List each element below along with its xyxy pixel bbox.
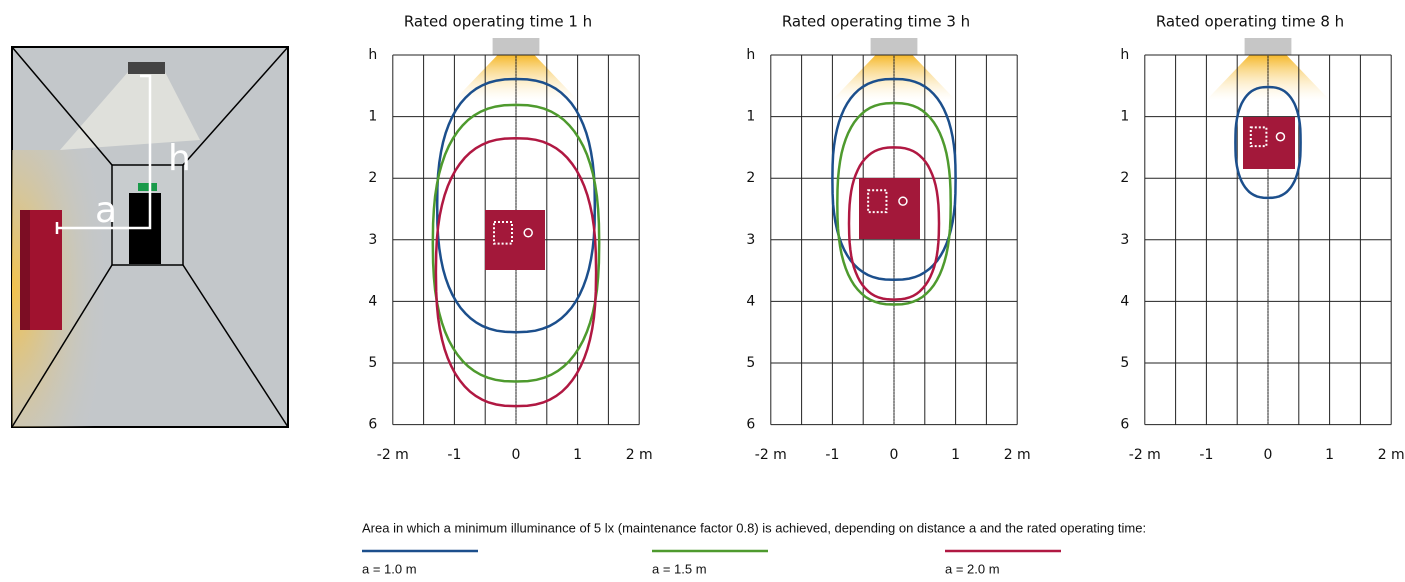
x-tick-label: 2 m xyxy=(626,447,653,463)
x-tick-label: -1 xyxy=(825,447,839,463)
y-tick-label: 5 xyxy=(368,355,377,371)
y-tick-label: 5 xyxy=(746,355,755,371)
x-tick-label: 0 xyxy=(1264,447,1273,463)
diagram-panel: Rated operating time 1 h h 1 2 3 4 5 6-2 m -1 0 1 2… xyxy=(368,13,652,464)
x-tick-label: 0 xyxy=(512,447,521,463)
x-tick-label: 1 xyxy=(573,447,582,463)
y-tick-label: 2 xyxy=(746,170,755,186)
x-tick-label: 2 m xyxy=(1004,447,1031,463)
h-label: h xyxy=(168,138,191,179)
x-tick-label: 0 xyxy=(890,447,899,463)
panel-title: Rated operating time 1 h xyxy=(404,13,592,31)
lamp xyxy=(871,38,918,55)
diagram-panel: Rated operating time 3 h h 1 2 3 4 5 6-2 m -1 0 1 2… xyxy=(746,13,1030,464)
x-tick-label: 2 m xyxy=(1378,447,1405,463)
y-tick-label: 1 xyxy=(368,109,377,125)
x-tick-label: 1 xyxy=(951,447,960,463)
y-tick-label: 2 xyxy=(368,170,377,186)
y-tick-label: 6 xyxy=(368,417,377,433)
hose-reel-sign xyxy=(859,178,920,239)
panel-title: Rated operating time 3 h xyxy=(782,13,970,31)
y-tick-label: 3 xyxy=(368,232,377,248)
diagram-panel: Rated operating time 8 h h 1 2 3 4 5 6-2 m -1 0 1 2… xyxy=(1120,13,1404,464)
y-tick-label: 4 xyxy=(1120,293,1129,309)
y-tick-label: h xyxy=(1120,47,1129,63)
y-tick-label: 1 xyxy=(746,109,755,125)
y-tick-label: 1 xyxy=(1120,109,1129,125)
y-tick-label: 3 xyxy=(746,232,755,248)
a-label: a xyxy=(95,190,117,231)
lamp xyxy=(1245,38,1292,55)
y-tick-label: h xyxy=(746,47,755,63)
y-tick-label: h xyxy=(368,47,377,63)
x-tick-label: -1 xyxy=(1199,447,1213,463)
x-tick-label: -2 m xyxy=(1129,447,1161,463)
y-tick-label: 4 xyxy=(368,293,377,309)
y-tick-label: 6 xyxy=(1120,417,1129,433)
x-tick-label: -2 m xyxy=(755,447,787,463)
legend-label: a = 1.5 m xyxy=(652,561,707,576)
y-tick-label: 3 xyxy=(1120,232,1129,248)
corridor-illustration: h a xyxy=(12,47,288,427)
y-tick-label: 2 xyxy=(1120,170,1129,186)
legend-caption: Area in which a minimum illuminance of 5… xyxy=(362,520,1146,535)
x-tick-label: 1 xyxy=(1325,447,1334,463)
y-tick-label: 6 xyxy=(746,417,755,433)
legend-label: a = 2.0 m xyxy=(945,561,1000,576)
panel-title: Rated operating time 8 h xyxy=(1156,13,1344,31)
x-tick-label: -2 m xyxy=(377,447,409,463)
lamp xyxy=(493,38,540,55)
legend-label: a = 1.0 m xyxy=(362,561,417,576)
page: h a Rated operating time 1 hh123456-2 m-… xyxy=(0,0,1405,578)
y-tick-label: 5 xyxy=(1120,355,1129,371)
y-tick-label: 4 xyxy=(746,293,755,309)
x-tick-label: -1 xyxy=(447,447,461,463)
